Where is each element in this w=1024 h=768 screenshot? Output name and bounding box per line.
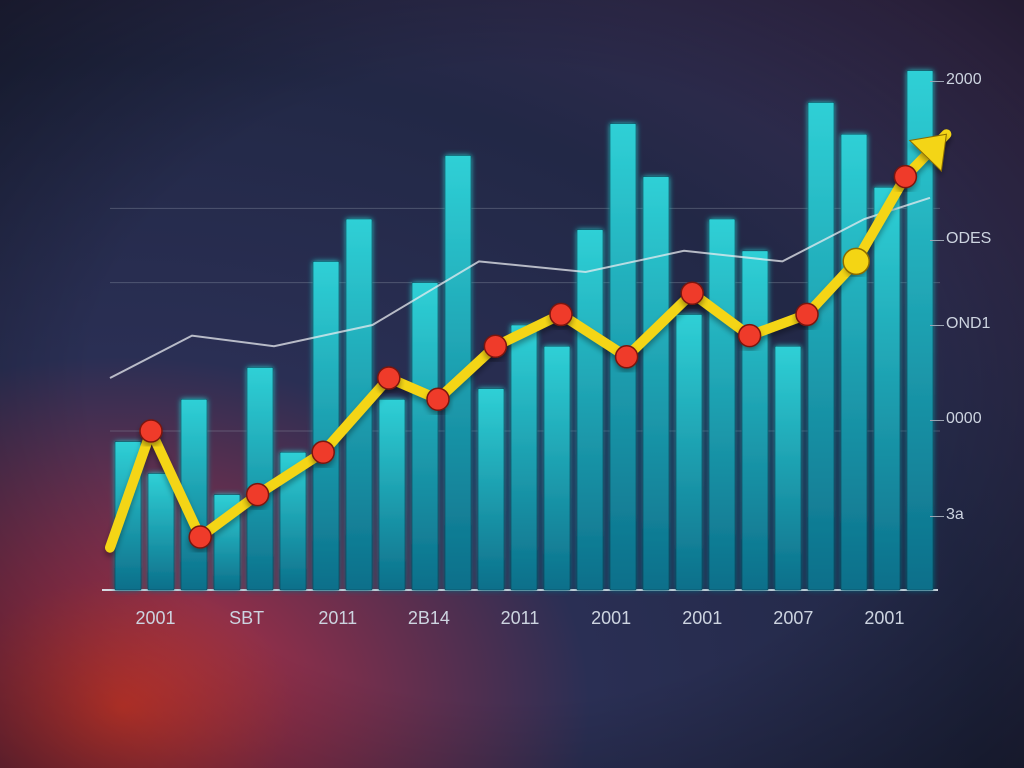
y-axis-label: 2000 (946, 71, 982, 89)
chart-svg (0, 0, 1024, 768)
y-axis-tick (930, 81, 944, 82)
x-axis-label: 2B14 (408, 608, 450, 629)
y-axis-tick (930, 420, 944, 421)
y-axis-label: OND1 (946, 315, 990, 333)
y-axis-label: 0000 (946, 410, 982, 428)
y-axis-tick (930, 516, 944, 517)
x-axis-label: 2011 (501, 608, 540, 629)
x-axis-label: 2001 (591, 608, 631, 629)
y-axis-tick (930, 240, 944, 241)
y-axis-label: ODES (946, 230, 991, 248)
chart-stage: 2001 SBT 2011 2B14 2011 2001 2001 2007 2001 2000… (0, 0, 1024, 768)
x-axis-label: 2001 (136, 608, 176, 629)
x-axis-label: 2007 (773, 608, 813, 629)
y-axis-tick (930, 325, 944, 326)
x-axis-label: 2001 (864, 608, 904, 629)
x-axis-label: 2011 (318, 608, 357, 629)
y-axis-label: 3a (946, 506, 964, 524)
x-axis-label: SBT (229, 608, 264, 629)
x-axis-label: 2001 (682, 608, 722, 629)
